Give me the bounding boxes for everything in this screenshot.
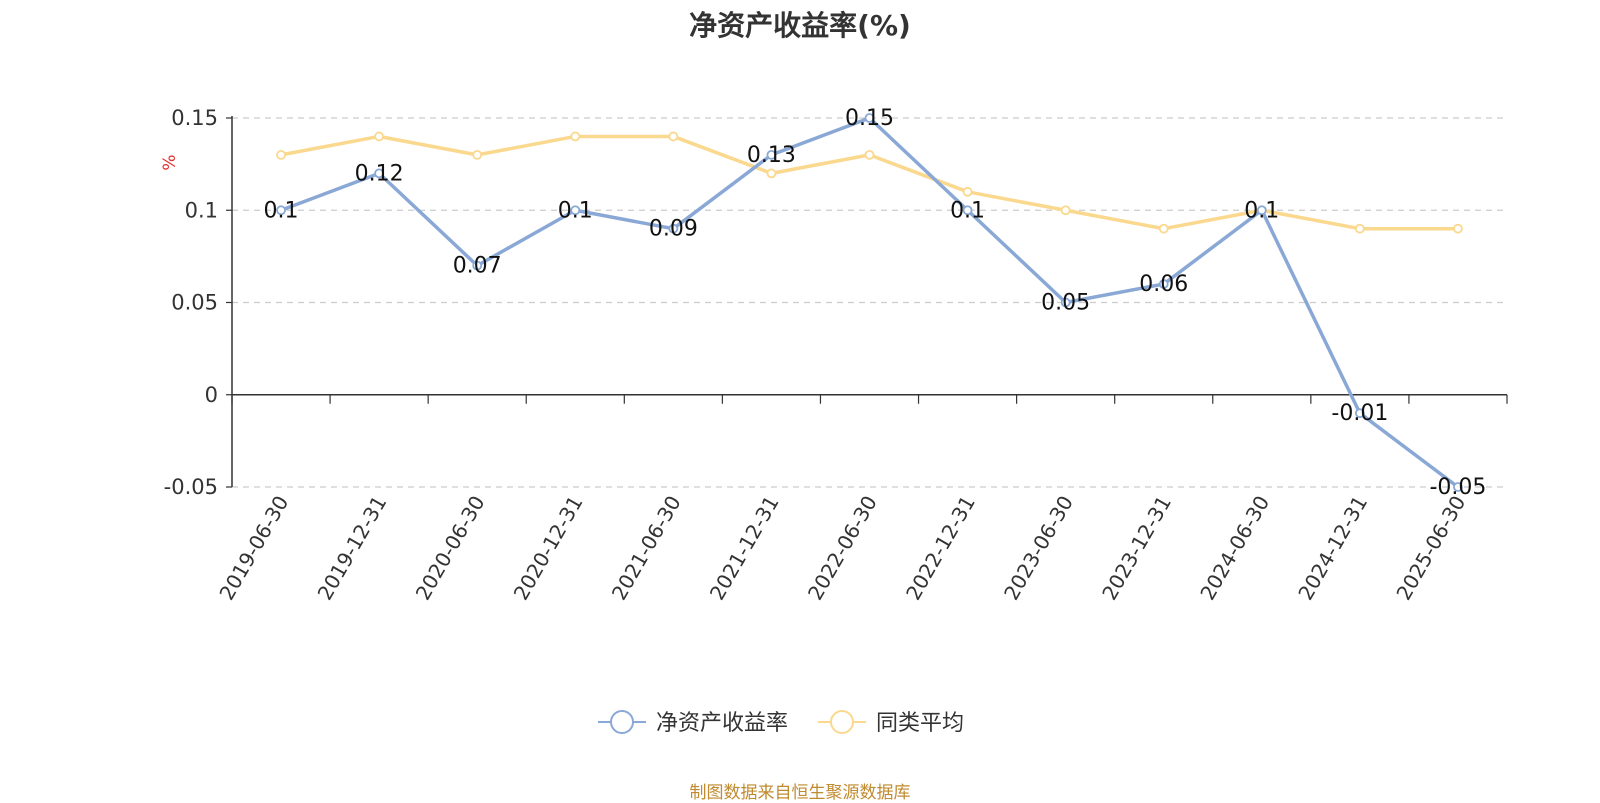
y-tick-label: 0.1	[185, 198, 218, 222]
data-label: 0.05	[1041, 291, 1090, 316]
y-tick-label: 0.05	[171, 291, 218, 315]
source-note: 制图数据来自恒生聚源数据库	[689, 783, 911, 803]
data-label: 0.15	[845, 106, 894, 131]
legend-label: 同类平均	[876, 711, 964, 736]
data-labels: 0.1 0.12 0.07 0.1 0.09 0.13 0.15 0.1 0.05 0.06 0.1…	[264, 106, 1487, 500]
data-point	[962, 205, 973, 216]
x-tick-label: 2020-12-31	[509, 492, 588, 605]
data-point	[766, 168, 777, 179]
legend-item[interactable]: 同类平均	[818, 710, 964, 736]
data-point	[668, 223, 679, 234]
data-point	[864, 113, 875, 123]
data-point	[276, 149, 286, 160]
data-label: 0.06	[1139, 272, 1188, 297]
data-point	[864, 149, 875, 160]
data-point	[668, 131, 679, 142]
data-label: 0.07	[453, 254, 502, 279]
data-point	[1354, 223, 1365, 234]
y-tick-label: 0	[205, 383, 218, 407]
x-tick-label: 2022-06-30	[803, 492, 882, 605]
data-point	[374, 131, 385, 142]
series-lines	[276, 113, 1463, 492]
data-point	[1256, 205, 1267, 216]
data-point	[1158, 223, 1169, 234]
x-tick-label: 2019-06-30	[214, 492, 293, 605]
legend-label: 净资产收益率	[656, 711, 788, 736]
data-point	[276, 205, 286, 216]
grid-lines	[232, 117, 1507, 488]
y-tick-label: -0.05	[164, 475, 218, 499]
data-point	[374, 168, 385, 179]
data-point	[570, 205, 581, 216]
data-point	[1453, 223, 1463, 234]
legend-marker-icon	[830, 710, 854, 734]
data-point	[1060, 297, 1071, 308]
data-label: 0.09	[649, 217, 698, 242]
x-tick-label: 2024-06-30	[1195, 492, 1274, 605]
x-tick-label: 2021-12-31	[705, 492, 784, 605]
legend[interactable]: 净资产收益率 同类平均	[598, 710, 964, 736]
data-point	[472, 149, 483, 160]
data-label: -0.01	[1331, 401, 1388, 426]
data-label: 0.12	[355, 161, 404, 186]
data-point	[766, 149, 777, 160]
x-tick-label: 2022-12-31	[901, 492, 980, 605]
chart-title: 净资产收益率(%)	[689, 9, 911, 42]
x-tick-label: 2025-06-30	[1391, 492, 1470, 605]
data-label: 0.1	[558, 198, 593, 223]
data-point	[1354, 408, 1365, 419]
x-tick-label: 2023-06-30	[999, 492, 1078, 605]
data-point	[1453, 482, 1463, 492]
y-axis-title: %	[160, 154, 180, 170]
data-label: 0.1	[950, 198, 985, 223]
data-point	[1060, 205, 1071, 216]
data-point	[962, 186, 973, 197]
data-label: 0.1	[1244, 198, 1279, 223]
data-point	[472, 260, 483, 271]
data-point	[570, 131, 581, 142]
legend-item[interactable]: 净资产收益率	[598, 710, 788, 736]
x-tick-label: 2020-06-30	[411, 492, 490, 605]
x-tick-label: 2021-06-30	[607, 492, 686, 605]
x-tick-label: 2024-12-31	[1293, 492, 1372, 605]
x-tick-label: 2019-12-31	[313, 492, 392, 605]
x-tick-label: 2023-12-31	[1097, 492, 1176, 605]
data-point	[1158, 279, 1169, 289]
data-label: 0.1	[264, 198, 299, 223]
y-tick-label: 0.15	[171, 106, 218, 130]
legend-marker-icon	[610, 710, 634, 734]
data-label: -0.05	[1429, 475, 1486, 500]
data-label: 0.13	[747, 143, 796, 168]
